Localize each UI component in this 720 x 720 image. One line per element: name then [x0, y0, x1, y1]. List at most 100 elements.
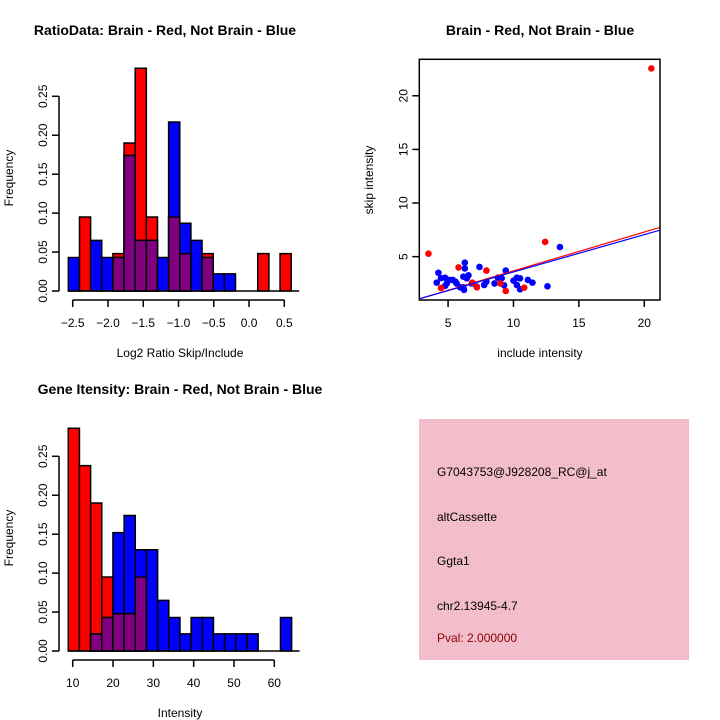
- bar-not-brain: [212, 273, 226, 292]
- x-tick-label: 0.5: [276, 316, 293, 330]
- y-tick-label: 0.20: [36, 123, 50, 147]
- bar-overlap: [123, 612, 137, 652]
- bar-overlap: [123, 154, 136, 292]
- point-not-brain: [435, 269, 442, 277]
- x-tick-label: 30: [147, 676, 161, 690]
- bar-overlap: [201, 256, 214, 292]
- bar-brain: [67, 427, 81, 652]
- y-tick-label: 0.10: [36, 201, 50, 225]
- x-tick-label: 0.0: [241, 316, 258, 330]
- bar-overlap: [89, 633, 103, 652]
- gene-name: Ggta1: [437, 554, 470, 568]
- gene-intensity-title: Gene Itensity: Brain - Red, Not Brain - …: [38, 381, 323, 397]
- bar-not-brain: [179, 633, 192, 652]
- bar-overlap: [167, 216, 181, 292]
- point-not-brain: [452, 278, 459, 285]
- ratio-histogram-xlabel: Log2 Ratio Skip/Include: [117, 346, 244, 360]
- scatter-title: Brain - Red, Not Brain - Blue: [446, 22, 634, 38]
- x-tick-label: 20: [106, 676, 120, 690]
- point-not-brain: [465, 272, 472, 279]
- point-not-brain: [461, 265, 469, 272]
- y-tick-label: 0.05: [36, 240, 50, 264]
- info-panel-background: [419, 419, 689, 660]
- y-tick-label: 0.25: [36, 444, 50, 468]
- bar-brain: [89, 502, 103, 652]
- x-tick-label: −2.0: [96, 316, 120, 330]
- bar-overlap: [134, 576, 148, 652]
- y-tick-label: 0.00: [36, 639, 50, 663]
- y-tick-label: 0.10: [36, 561, 50, 585]
- y-tick-label: 0.15: [36, 162, 50, 186]
- bar-overlap: [145, 239, 159, 292]
- bar-not-brain: [223, 273, 237, 292]
- point-not-brain: [460, 273, 467, 280]
- bar-overlap: [134, 239, 148, 292]
- point-brain: [437, 284, 445, 292]
- y-tick-label: 0.15: [36, 522, 50, 546]
- y-tick-label: 10: [396, 196, 410, 210]
- x-tick-label: 10: [66, 676, 80, 690]
- point-not-brain: [529, 279, 536, 286]
- point-not-brain: [491, 280, 498, 287]
- point-not-brain: [476, 263, 483, 271]
- y-tick-label: 0.25: [36, 84, 50, 108]
- bar-overlap: [101, 616, 114, 652]
- genomic-location: chr2.13945-4.7: [437, 599, 518, 613]
- bar-not-brain: [101, 256, 114, 292]
- point-not-brain: [556, 243, 564, 251]
- y-tick-label: 20: [396, 89, 410, 103]
- point-not-brain: [516, 275, 524, 282]
- bar-not-brain: [190, 239, 203, 292]
- bar-not-brain: [235, 633, 248, 652]
- bar-not-brain: [168, 616, 181, 652]
- scatter-xlabel: include intensity: [497, 346, 582, 360]
- x-tick-label: 40: [187, 676, 201, 690]
- bar-not-brain: [246, 633, 259, 652]
- bar-not-brain: [190, 616, 204, 652]
- x-tick-label: −2.5: [61, 316, 85, 330]
- point-brain: [648, 65, 655, 72]
- bar-not-brain: [212, 633, 226, 652]
- y-tick-label: 15: [396, 142, 410, 156]
- y-tick-label: 0.20: [36, 483, 50, 507]
- point-not-brain: [460, 286, 468, 294]
- x-tick-label: −1.0: [167, 316, 191, 330]
- bar-not-brain: [67, 256, 81, 292]
- y-tick-label: 0.00: [36, 279, 50, 303]
- x-tick-label: −1.5: [131, 316, 155, 330]
- point-brain: [483, 267, 490, 274]
- x-tick-label: −0.5: [202, 316, 226, 330]
- x-tick-label: 5: [445, 316, 452, 330]
- ratio-histogram-ylabel: Frequency: [2, 150, 16, 207]
- point-brain: [425, 250, 432, 257]
- point-brain: [473, 284, 481, 291]
- ratio-histogram: RatioData: Brain - Red, Not Brain - Blue…: [2, 22, 300, 360]
- gene-intensity-ylabel: Frequency: [2, 510, 16, 567]
- point-brain: [502, 287, 510, 295]
- bar-brain: [257, 252, 270, 292]
- ratio-histogram-title: RatioData: Brain - Red, Not Brain - Blue: [34, 22, 296, 38]
- bar-overlap: [179, 252, 192, 292]
- bar-brain: [78, 216, 92, 292]
- gene-intensity-xlabel: Intensity: [158, 706, 203, 720]
- plot-area: [419, 65, 660, 300]
- point-not-brain: [433, 279, 440, 286]
- info-panel: G7043753@J928208_RC@j_at altCassette Ggt…: [419, 419, 689, 660]
- bar-not-brain: [156, 256, 170, 292]
- bar-not-brain: [201, 616, 215, 652]
- point-brain: [497, 280, 504, 287]
- fit-line-not-brain: [419, 229, 660, 300]
- point-brain: [455, 264, 462, 271]
- bar-brain: [279, 252, 292, 292]
- bar-not-brain: [223, 633, 237, 652]
- bar-not-brain: [156, 599, 170, 652]
- bar-overlap: [112, 256, 125, 292]
- bar-not-brain: [279, 616, 293, 652]
- scatter-ylabel: skip intensity: [362, 146, 376, 215]
- x-tick-label: 15: [572, 316, 586, 330]
- point-not-brain: [443, 280, 451, 287]
- y-tick-label: 5: [396, 253, 410, 260]
- point-brain: [520, 284, 528, 291]
- point-not-brain: [544, 282, 551, 290]
